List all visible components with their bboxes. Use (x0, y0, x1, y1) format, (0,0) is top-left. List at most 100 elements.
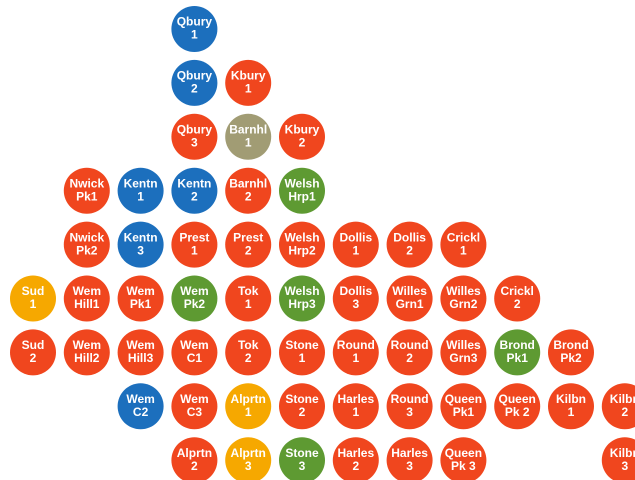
station-label: Pk 2 (505, 405, 530, 419)
station-label: Stone (285, 392, 319, 406)
station-circle (117, 167, 164, 214)
station-label: Pk1 (130, 297, 152, 311)
station-label: Harles (391, 446, 428, 460)
station-label: Kbury (231, 69, 266, 83)
station-circle (117, 329, 164, 376)
station-circle (440, 221, 487, 268)
station-label: Willes (446, 284, 481, 298)
station-circle (171, 59, 218, 106)
station-circle (601, 383, 635, 430)
station-label: Prest (233, 230, 263, 244)
station-label: Brond (500, 338, 535, 352)
station-label: 1 (245, 297, 252, 311)
station-circle (279, 329, 325, 376)
station-label: 1 (299, 351, 306, 365)
station-circle (117, 383, 164, 430)
station-label: 2 (30, 351, 37, 365)
station-label: Barnhl (229, 176, 267, 190)
station-circle (279, 221, 325, 268)
station-label: Kilbn (556, 392, 586, 406)
station-circle (494, 383, 541, 430)
station-label: 1 (352, 243, 359, 257)
station-label: Queen (445, 392, 482, 406)
station-circle (63, 275, 110, 322)
station-label: C1 (187, 351, 203, 365)
station-label: 2 (245, 243, 252, 257)
station-label: Hill1 (74, 297, 100, 311)
station-label: Queen (499, 392, 536, 406)
station-label: 2 (406, 243, 413, 257)
station-label: Harles (337, 446, 374, 460)
station-label: 1 (245, 135, 252, 149)
station-circle (386, 437, 433, 480)
station-label: Qbury (177, 15, 213, 29)
station-label: Hill3 (128, 351, 154, 365)
station-label: Hrp1 (288, 189, 316, 203)
station-circle (494, 329, 541, 376)
station-label: 3 (137, 243, 144, 257)
station-label: 1 (352, 405, 359, 419)
station-label: Grn2 (449, 297, 477, 311)
station-label: Wem (126, 338, 154, 352)
station-label: 2 (245, 351, 252, 365)
station-label: 1 (30, 297, 37, 311)
station-label: Qbury (177, 69, 213, 83)
station-label: C3 (187, 405, 203, 419)
station-circle (386, 329, 433, 376)
station-circle (225, 383, 272, 430)
station: Kilbn2 (601, 383, 635, 430)
station-label: 2 (299, 135, 306, 149)
station-circle (386, 383, 433, 430)
station-circle (225, 275, 272, 322)
station-label: Willes (392, 284, 427, 298)
station-label: Hrp3 (288, 297, 316, 311)
station-label: Tok (238, 284, 259, 298)
station-label: 1 (245, 82, 252, 96)
station-label: Wem (126, 284, 154, 298)
station-circle (171, 221, 218, 268)
station-label: Kentn (177, 176, 211, 190)
station-label: 2 (299, 405, 306, 419)
station-circle (225, 437, 272, 480)
station-label: Grn3 (449, 351, 477, 365)
station-label: Crickl (447, 230, 480, 244)
station-label: 1 (460, 243, 467, 257)
station-label: 2 (191, 189, 198, 203)
station-label: Hrp2 (288, 243, 316, 257)
station-label: Alprtn (231, 446, 266, 460)
station-label: Wem (180, 392, 208, 406)
station-label: 2 (406, 351, 413, 365)
station-label: Alprtn (177, 446, 212, 460)
station-circle (332, 329, 379, 376)
station-circle (117, 275, 164, 322)
station-label: 3 (406, 405, 413, 419)
station-circle (440, 275, 487, 322)
